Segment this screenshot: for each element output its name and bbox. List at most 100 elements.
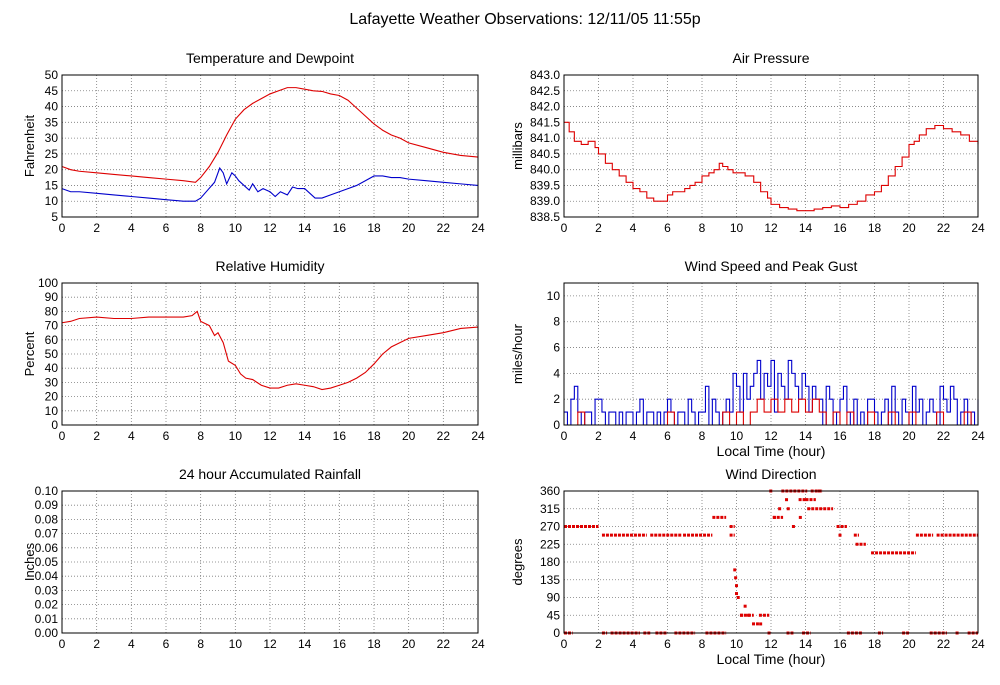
- y-tick-label: 20: [45, 390, 59, 404]
- x-tick-label: 6: [664, 637, 671, 651]
- y-axis-label: degrees: [510, 538, 525, 585]
- y-tick-label: 839.5: [530, 178, 560, 192]
- x-tick-label: 6: [664, 221, 671, 235]
- x-tick-label: 18: [868, 637, 882, 651]
- x-tick-label: 12: [764, 637, 778, 651]
- x-tick-label: 4: [128, 429, 135, 443]
- x-tick-label: 24: [971, 637, 985, 651]
- chart-title: Wind Speed and Peak Gust: [685, 258, 858, 274]
- x-tick-label: 2: [93, 637, 100, 651]
- y-tick-label: 35: [45, 115, 59, 129]
- y-tick-label: 90: [45, 290, 59, 304]
- x-tick-label: 18: [868, 429, 882, 443]
- x-tick-label: 2: [595, 637, 602, 651]
- x-tick-label: 0: [561, 637, 568, 651]
- x-tick-label: 16: [333, 429, 347, 443]
- direction-point: [733, 568, 737, 572]
- y-tick-label: 0.00: [35, 626, 59, 640]
- x-tick-label: 22: [937, 221, 951, 235]
- x-tick-label: 8: [699, 429, 706, 443]
- x-tick-label: 22: [937, 637, 951, 651]
- x-tick-label: 16: [833, 637, 847, 651]
- x-tick-label: 4: [128, 221, 135, 235]
- x-tick-label: 6: [163, 637, 170, 651]
- x-tick-label: 0: [59, 221, 66, 235]
- y-tick-label: 0.04: [35, 569, 59, 583]
- x-tick-label: 10: [730, 221, 744, 235]
- direction-point: [838, 533, 842, 537]
- direction-point: [785, 498, 789, 502]
- x-tick-label: 20: [402, 429, 416, 443]
- plot-frame: [563, 282, 979, 426]
- x-tick-label: 12: [263, 221, 277, 235]
- x-tick-label: 12: [263, 429, 277, 443]
- direction-point: [743, 604, 747, 608]
- y-tick-label: 135: [540, 573, 560, 587]
- x-tick-label: 18: [868, 221, 882, 235]
- y-tick-label: 0.06: [35, 541, 59, 555]
- direction-point: [735, 592, 738, 596]
- y-tick-label: 360: [540, 484, 560, 498]
- plot-frame: [61, 490, 479, 634]
- chart-temp: 0 2 4 6 8 10 12 14 16 18 20 22 245101520253035404550…: [22, 50, 485, 235]
- x-tick-label: 24: [971, 221, 985, 235]
- direction-point: [736, 596, 740, 599]
- y-tick-label: 0.05: [35, 555, 59, 569]
- plot-frame: [563, 74, 979, 218]
- x-tick-label: 4: [128, 637, 135, 651]
- x-tick-label: 22: [937, 429, 951, 443]
- x-tick-label: 24: [471, 637, 485, 651]
- x-tick-label: 8: [699, 221, 706, 235]
- x-tick-label: 6: [163, 221, 170, 235]
- y-axis-label: miles/hour: [510, 323, 525, 384]
- chart-pressure: 0 2 4 6 8 10 12 14 16 18 20 22 24838.5839.0839.5840.…: [510, 50, 985, 235]
- y-tick-label: 0.09: [35, 498, 59, 512]
- x-tick-label: 14: [298, 221, 312, 235]
- plot-frame: [61, 74, 479, 218]
- x-tick-label: 18: [367, 637, 381, 651]
- x-tick-label: 4: [630, 221, 637, 235]
- x-tick-label: 6: [664, 429, 671, 443]
- x-tick-label: 22: [437, 637, 451, 651]
- x-tick-label: 12: [263, 637, 277, 651]
- direction-point: [734, 576, 738, 580]
- y-tick-label: 50: [45, 347, 59, 361]
- x-tick-label: 8: [699, 637, 706, 651]
- x-tick-label: 18: [367, 429, 381, 443]
- x-tick-label: 10: [730, 637, 744, 651]
- x-axis-label: Local Time (hour): [717, 651, 826, 667]
- y-tick-label: 40: [45, 100, 59, 114]
- x-tick-label: 2: [93, 221, 100, 235]
- x-tick-label: 4: [630, 637, 637, 651]
- y-tick-label: 50: [45, 68, 59, 82]
- x-tick-label: 14: [298, 429, 312, 443]
- x-tick-label: 16: [333, 221, 347, 235]
- x-tick-label: 14: [799, 221, 813, 235]
- chart-title: Temperature and Dewpoint: [186, 50, 354, 66]
- y-tick-label: 8: [553, 315, 560, 329]
- x-tick-label: 8: [197, 429, 204, 443]
- x-tick-label: 14: [799, 637, 813, 651]
- y-tick-label: 840.5: [530, 147, 560, 161]
- y-tick-label: 40: [45, 361, 59, 375]
- x-tick-label: 6: [163, 429, 170, 443]
- x-tick-label: 2: [595, 221, 602, 235]
- x-tick-label: 10: [229, 221, 243, 235]
- y-tick-label: 6: [553, 341, 560, 355]
- x-tick-label: 22: [437, 429, 451, 443]
- y-tick-label: 180: [540, 555, 560, 569]
- y-tick-label: 10: [547, 289, 561, 303]
- x-tick-label: 20: [902, 221, 916, 235]
- direction-point: [786, 507, 790, 511]
- x-tick-label: 10: [730, 429, 744, 443]
- x-tick-label: 20: [902, 637, 916, 651]
- x-tick-label: 20: [402, 637, 416, 651]
- direction-point: [798, 515, 802, 519]
- plot-frame: [61, 282, 479, 426]
- y-axis-label: Inches: [22, 542, 37, 581]
- chart-title: Wind Direction: [725, 466, 816, 482]
- series-line-0: [61, 87, 479, 183]
- y-tick-label: 0: [51, 418, 58, 432]
